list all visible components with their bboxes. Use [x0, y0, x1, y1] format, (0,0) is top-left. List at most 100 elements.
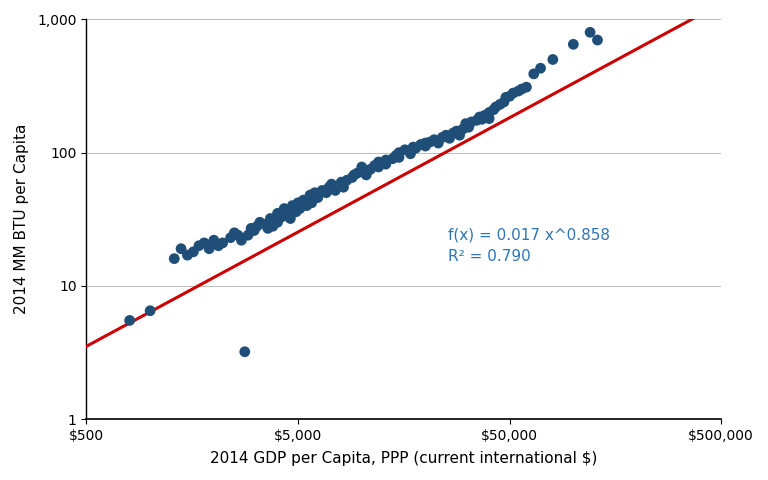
- Point: [245, 225, 257, 232]
- Point: [450, 127, 462, 135]
- Point: [520, 84, 532, 91]
- Point: [323, 183, 335, 191]
- Point: [478, 112, 491, 120]
- Point: [271, 209, 283, 217]
- Point: [512, 87, 525, 95]
- Point: [282, 211, 294, 219]
- Point: [144, 307, 156, 314]
- Point: [389, 152, 402, 159]
- Point: [483, 115, 495, 122]
- Point: [286, 202, 299, 209]
- Point: [500, 94, 512, 101]
- Point: [476, 115, 488, 123]
- Point: [293, 205, 306, 213]
- Point: [364, 166, 376, 173]
- Point: [292, 199, 304, 207]
- Point: [528, 70, 540, 78]
- Point: [494, 101, 506, 108]
- Point: [507, 89, 519, 97]
- Point: [453, 132, 465, 139]
- Point: [471, 116, 483, 124]
- Point: [193, 242, 205, 250]
- Point: [372, 163, 385, 171]
- Point: [379, 156, 392, 164]
- Point: [386, 155, 399, 163]
- Point: [591, 36, 604, 44]
- Point: [271, 218, 283, 226]
- Point: [379, 160, 392, 168]
- Point: [447, 129, 459, 137]
- Point: [465, 118, 478, 126]
- Point: [415, 141, 427, 148]
- Point: [253, 218, 266, 226]
- Point: [473, 113, 485, 121]
- Point: [405, 150, 417, 157]
- Point: [198, 239, 210, 247]
- Point: [304, 191, 316, 199]
- Point: [399, 146, 411, 154]
- Point: [248, 227, 260, 234]
- Point: [124, 317, 136, 324]
- Point: [242, 231, 254, 239]
- Point: [212, 242, 224, 250]
- Point: [266, 222, 279, 230]
- Point: [203, 245, 215, 252]
- Point: [264, 215, 276, 222]
- Point: [187, 248, 200, 256]
- Point: [424, 138, 436, 146]
- Point: [440, 132, 452, 139]
- Point: [228, 229, 240, 237]
- Point: [372, 158, 385, 166]
- Point: [348, 171, 360, 179]
- Point: [498, 98, 510, 106]
- Point: [356, 163, 368, 171]
- Point: [436, 133, 449, 141]
- Point: [251, 222, 263, 230]
- Point: [419, 139, 432, 147]
- Point: [235, 236, 247, 244]
- Point: [341, 177, 353, 184]
- Point: [547, 56, 559, 63]
- Point: [360, 171, 372, 179]
- Point: [224, 234, 237, 241]
- Point: [262, 225, 274, 232]
- Point: [483, 108, 495, 116]
- Point: [239, 348, 251, 356]
- Point: [312, 194, 324, 202]
- Point: [284, 215, 296, 222]
- Point: [428, 136, 440, 144]
- Point: [337, 183, 349, 191]
- Point: [329, 187, 342, 194]
- Point: [276, 213, 288, 221]
- Point: [568, 40, 580, 48]
- Point: [432, 139, 445, 147]
- Point: [290, 208, 303, 216]
- Point: [181, 252, 194, 259]
- Point: [326, 180, 338, 188]
- Point: [409, 144, 422, 152]
- Point: [504, 92, 516, 100]
- Point: [419, 142, 432, 150]
- Point: [320, 189, 333, 196]
- Point: [459, 120, 472, 128]
- Point: [217, 239, 229, 247]
- Point: [369, 162, 381, 169]
- Point: [351, 169, 363, 177]
- Point: [490, 103, 502, 111]
- Point: [168, 255, 180, 263]
- Point: [535, 64, 547, 72]
- X-axis label: 2014 GDP per Capita, PPP (current international $): 2014 GDP per Capita, PPP (current intern…: [210, 451, 598, 466]
- Point: [515, 85, 528, 93]
- Point: [175, 245, 187, 252]
- Point: [232, 231, 244, 239]
- Point: [456, 125, 468, 133]
- Point: [462, 123, 475, 131]
- Point: [300, 202, 313, 209]
- Point: [316, 187, 328, 194]
- Point: [259, 220, 271, 228]
- Point: [278, 205, 290, 213]
- Point: [356, 168, 368, 176]
- Y-axis label: 2014 MM BTU per Capita: 2014 MM BTU per Capita: [14, 124, 29, 314]
- Point: [488, 106, 500, 114]
- Point: [407, 143, 419, 151]
